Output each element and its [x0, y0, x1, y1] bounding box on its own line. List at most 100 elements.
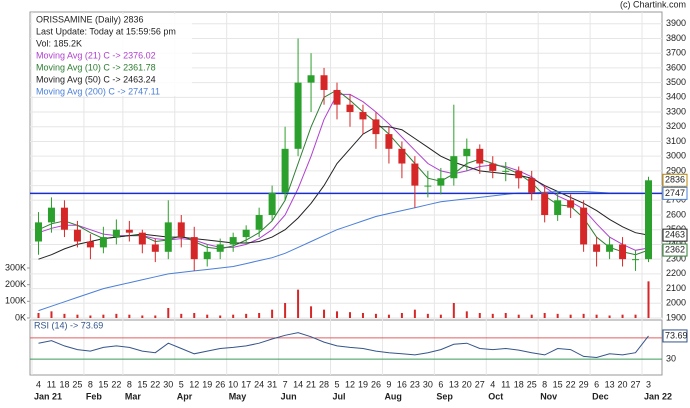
- candle-body: [99, 237, 107, 248]
- volume-bar: [478, 313, 481, 318]
- volume-tick-label: 200K: [5, 279, 26, 289]
- credit: (c) Chartink.com: [620, 0, 686, 9]
- candle-body: [437, 178, 445, 186]
- legend-box: [32, 14, 192, 96]
- candle-body: [502, 170, 510, 172]
- candle-body: [294, 82, 302, 149]
- candle-body: [177, 222, 185, 238]
- volume-bar: [504, 313, 507, 318]
- month-label: Mar: [125, 391, 142, 401]
- volume-bar: [608, 315, 611, 318]
- volume-bar: [284, 303, 287, 318]
- ma-end-label: 2747: [665, 188, 685, 198]
- candle-body: [47, 207, 55, 223]
- volume-bar: [50, 311, 53, 318]
- candle-body: [73, 229, 81, 242]
- x-tick-label: 7: [283, 379, 288, 389]
- candle-body: [476, 148, 484, 164]
- volume-bar: [543, 313, 546, 318]
- x-tick-label: 15: [553, 379, 563, 389]
- info-line: Vol: 185.2K: [36, 38, 82, 48]
- x-tick-label: 30: [163, 379, 173, 389]
- candle-body: [489, 163, 497, 171]
- volume-bar: [556, 313, 559, 318]
- y-tick-label: 3500: [666, 77, 686, 87]
- candle-body: [242, 229, 250, 238]
- candle-body: [528, 178, 536, 193]
- candle-body: [60, 207, 68, 230]
- y-tick-label: 3600: [666, 62, 686, 72]
- rsi-line: [38, 332, 649, 359]
- y-tick-label: 3900: [666, 18, 686, 28]
- month-label: Jan 21: [34, 391, 62, 401]
- volume-bar: [348, 312, 351, 318]
- candle-body: [359, 112, 367, 120]
- volume-bar: [115, 313, 118, 318]
- x-tick-label: 13: [449, 379, 459, 389]
- last-price-label: 2836: [665, 175, 685, 185]
- candle-body: [385, 134, 393, 149]
- candle-body: [255, 215, 263, 230]
- x-tick-label: 11: [501, 379, 510, 389]
- candle-body: [424, 185, 432, 187]
- candle-body: [138, 232, 146, 245]
- candle-body: [346, 104, 354, 113]
- candle-body: [333, 89, 341, 105]
- month-label: Aug: [384, 391, 402, 401]
- month-label: Oct: [488, 391, 503, 401]
- x-tick-label: 15: [98, 379, 108, 389]
- volume-bar: [271, 309, 274, 318]
- candle-body: [645, 180, 653, 260]
- rsi-label: RSI (14) -> 73.69: [34, 320, 103, 330]
- legend-entry: Moving Avg (10) C -> 2361.78: [36, 62, 156, 72]
- x-tick-label: 29: [579, 379, 589, 389]
- y-tick-label: 3700: [666, 48, 686, 58]
- x-tick-label: 31: [267, 379, 277, 389]
- x-tick-label: 19: [202, 379, 212, 389]
- x-tick-label: 16: [397, 379, 407, 389]
- volume-bar: [102, 314, 105, 318]
- y-tick-label: 2200: [666, 268, 686, 278]
- x-tick-label: 30: [423, 379, 433, 389]
- volume-bar: [621, 314, 624, 318]
- x-tick-label: 10: [228, 379, 238, 389]
- volume-bar: [297, 289, 300, 318]
- volume-bar: [530, 314, 533, 318]
- ma-end-label: 2362: [665, 244, 685, 254]
- x-tick-label: 28: [319, 379, 329, 389]
- y-tick-label: 3800: [666, 33, 686, 43]
- ma-end-label-box: [662, 186, 688, 200]
- x-tick-label: 8: [127, 379, 132, 389]
- x-tick-label: 27: [631, 379, 641, 389]
- candle-body: [112, 229, 120, 238]
- x-tick-label: 11: [47, 379, 56, 389]
- volume-bar: [387, 314, 390, 318]
- candle-body: [34, 222, 42, 242]
- candle-body: [320, 75, 328, 90]
- x-tick-label: 5: [335, 379, 340, 389]
- x-tick-label: 20: [618, 379, 628, 389]
- volume-tick-label: 100K: [5, 296, 26, 306]
- ma-end-label-box: [662, 243, 688, 257]
- last-price-label-box: [662, 173, 688, 187]
- volume-bar: [63, 313, 66, 318]
- volume-bar: [634, 314, 637, 318]
- x-tick-label: 19: [358, 379, 368, 389]
- y-tick-label: 3200: [666, 121, 686, 131]
- y-tick-label: 3100: [666, 136, 686, 146]
- volume-bar: [323, 309, 326, 318]
- volume-bar: [167, 308, 170, 318]
- candle-body: [229, 237, 237, 245]
- x-tick-label: 4: [490, 379, 495, 389]
- candle-body: [268, 192, 276, 216]
- volume-bar: [89, 315, 92, 318]
- volume-bar: [232, 314, 235, 318]
- ma-end-label: 2463: [665, 230, 685, 240]
- candle-body: [567, 200, 575, 208]
- month-label: Jun: [281, 391, 297, 401]
- y-tick-label: 3000: [666, 151, 686, 161]
- x-tick-label: 22: [150, 379, 160, 389]
- rsi-tick-label: 30: [666, 353, 676, 363]
- volume-bar: [336, 311, 339, 318]
- y-tick-label: 2900: [666, 165, 686, 175]
